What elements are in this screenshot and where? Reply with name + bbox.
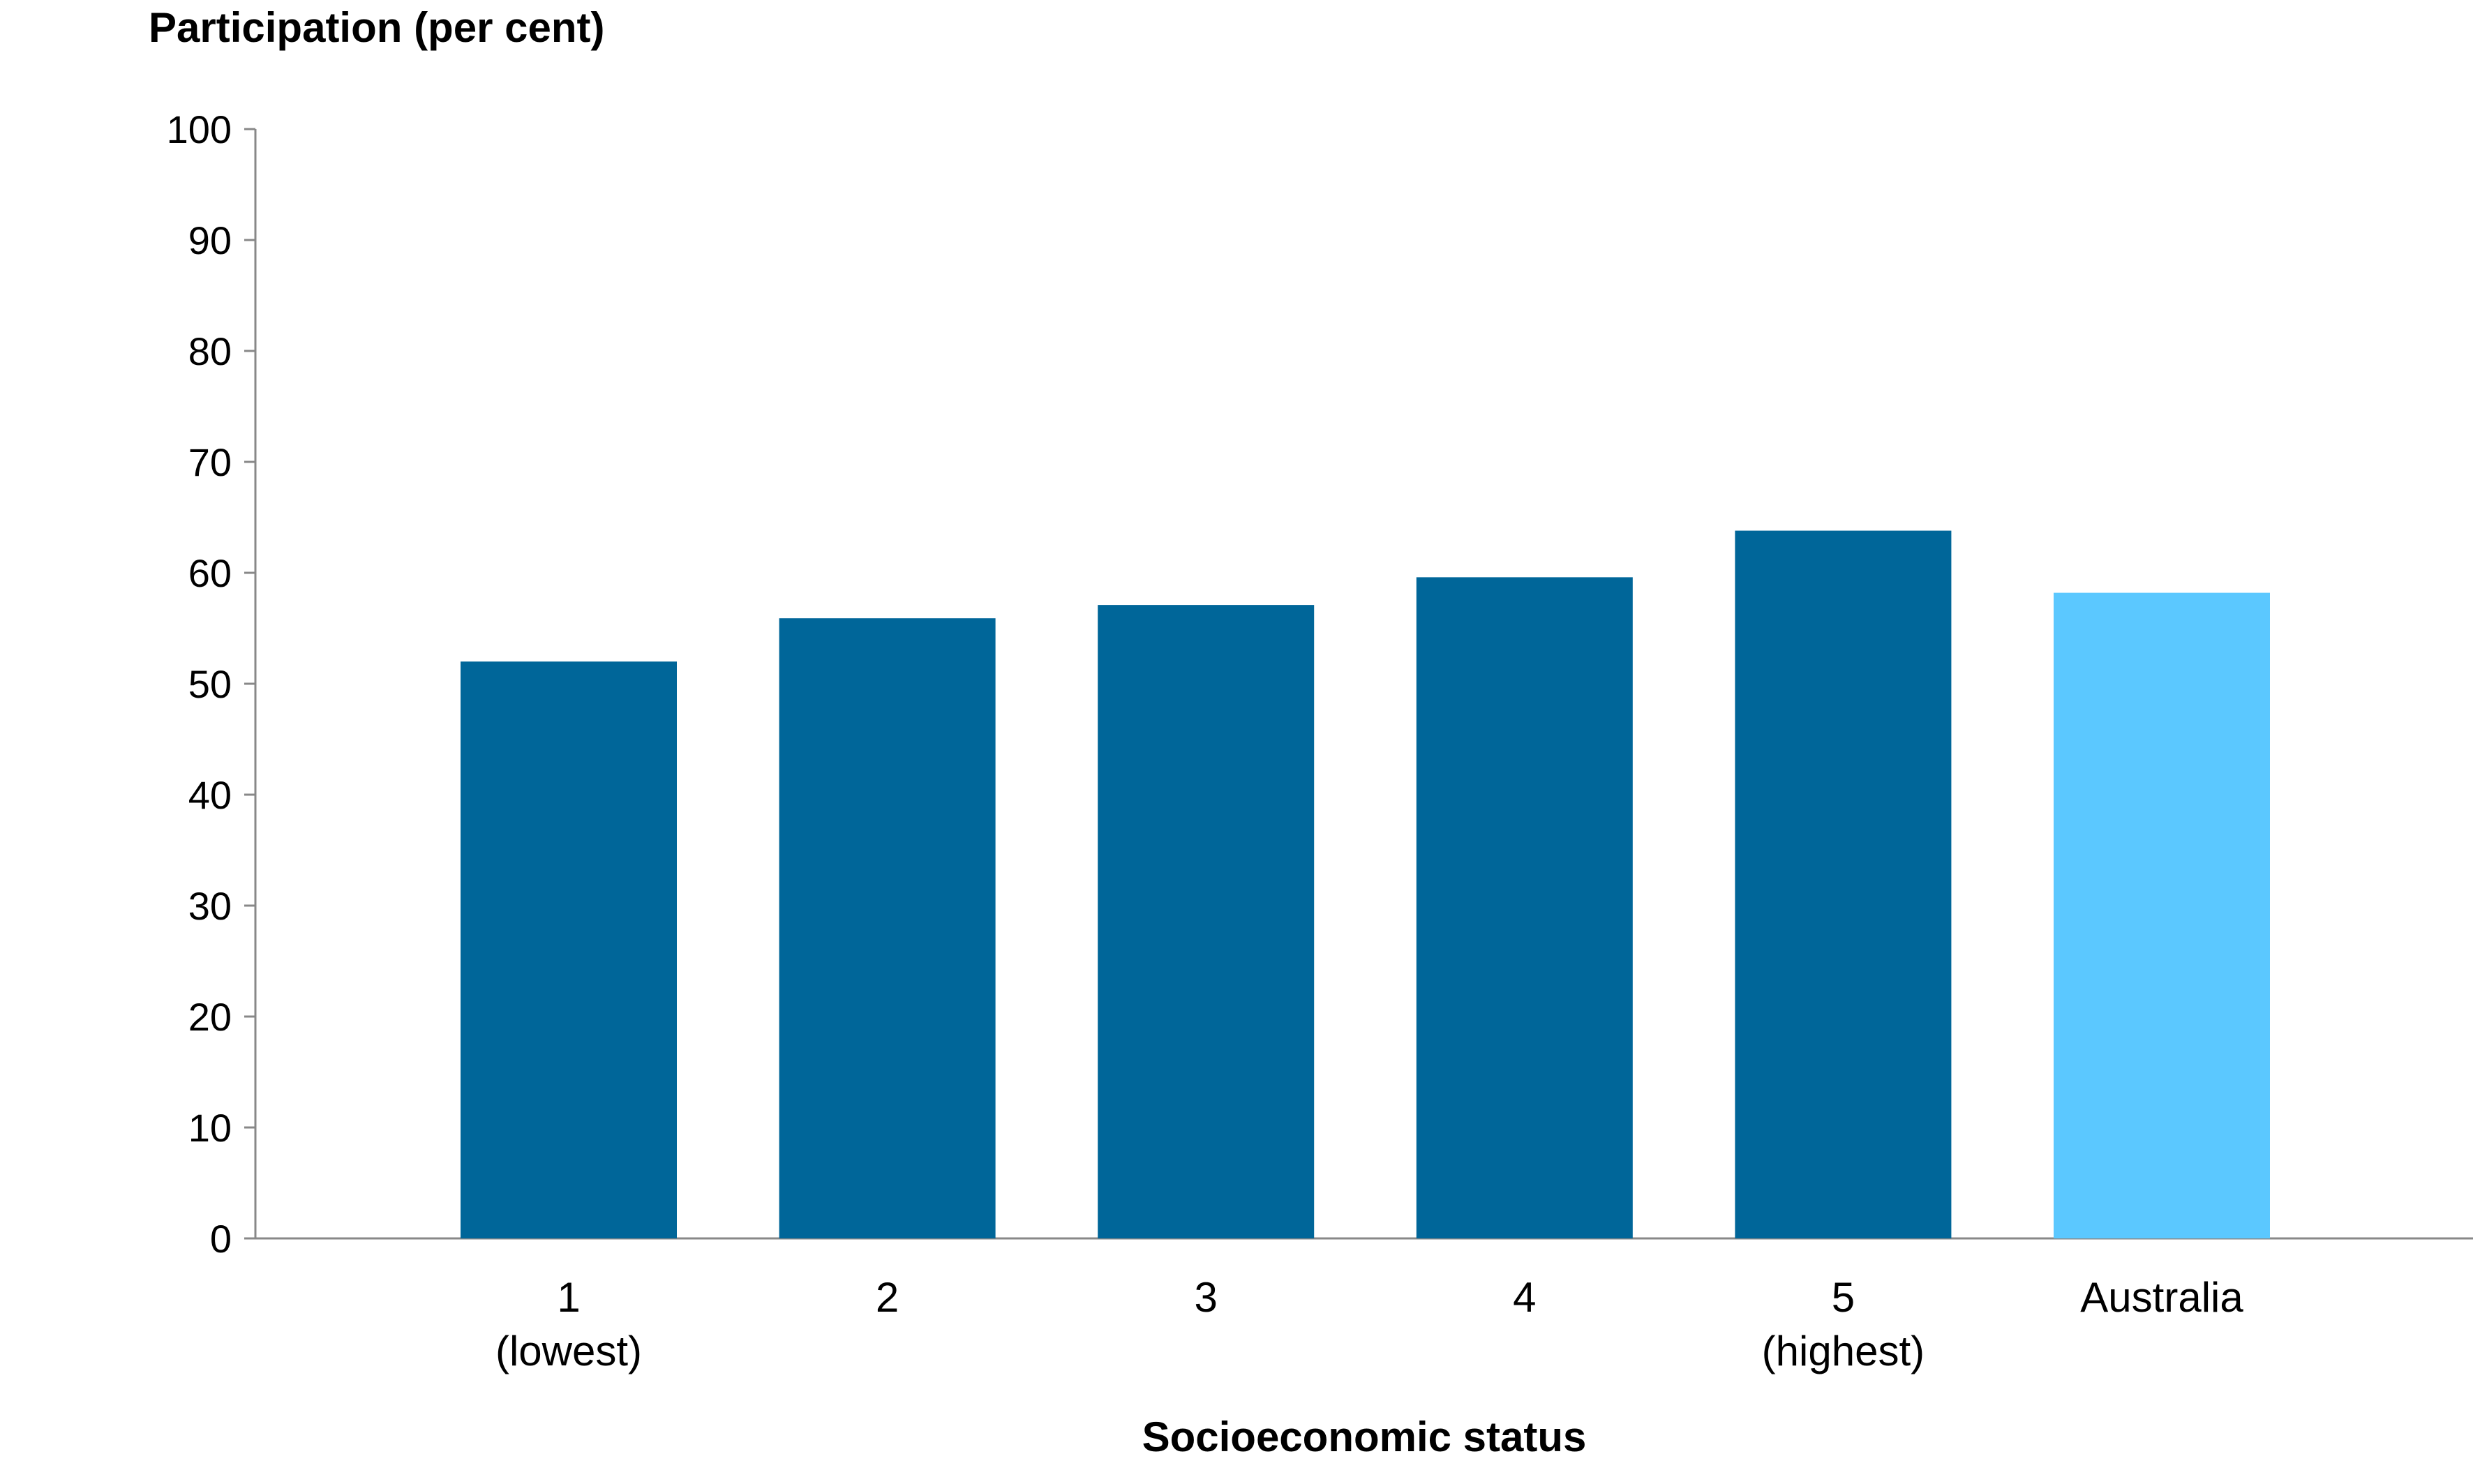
y-tick-label: 80 [188, 329, 232, 373]
bar [461, 661, 677, 1238]
y-tick-label: 70 [188, 440, 232, 484]
bar [1416, 577, 1633, 1238]
bars [461, 530, 2270, 1238]
x-category-sublabel: (lowest) [495, 1328, 642, 1374]
x-category-label: 5 [1832, 1274, 1855, 1321]
y-tick-label: 90 [188, 218, 232, 262]
x-category-label: 1 [557, 1274, 580, 1321]
y-axis: 0 10 20 30 40 50 60 70 80 90 100 [167, 107, 257, 1261]
bar [1098, 605, 1315, 1238]
x-category-label: 2 [876, 1274, 899, 1321]
y-tick-label: 0 [210, 1217, 232, 1261]
x-category-sublabel: (highest) [1762, 1328, 1925, 1374]
y-axis-title: Participation (per cent) [149, 4, 604, 51]
x-category-label: Australia [2080, 1274, 2243, 1321]
y-tick-label: 40 [188, 773, 232, 817]
bar [1735, 530, 1952, 1238]
y-tick-label: 100 [167, 107, 232, 151]
category-labels: 1 (lowest) 2 3 4 5 (highest) Australia [495, 1274, 2243, 1374]
y-tick-label: 60 [188, 551, 232, 595]
y-tick-label: 30 [188, 884, 232, 928]
bar [2054, 592, 2270, 1238]
x-category-label: 3 [1195, 1274, 1218, 1321]
y-tick-label: 10 [188, 1106, 232, 1150]
y-tick-label: 50 [188, 662, 232, 706]
bar [779, 618, 996, 1238]
x-category-label: 4 [1513, 1274, 1536, 1321]
x-axis-title: Socioeconomic status [1142, 1414, 1587, 1460]
y-tick-label: 20 [188, 995, 232, 1039]
